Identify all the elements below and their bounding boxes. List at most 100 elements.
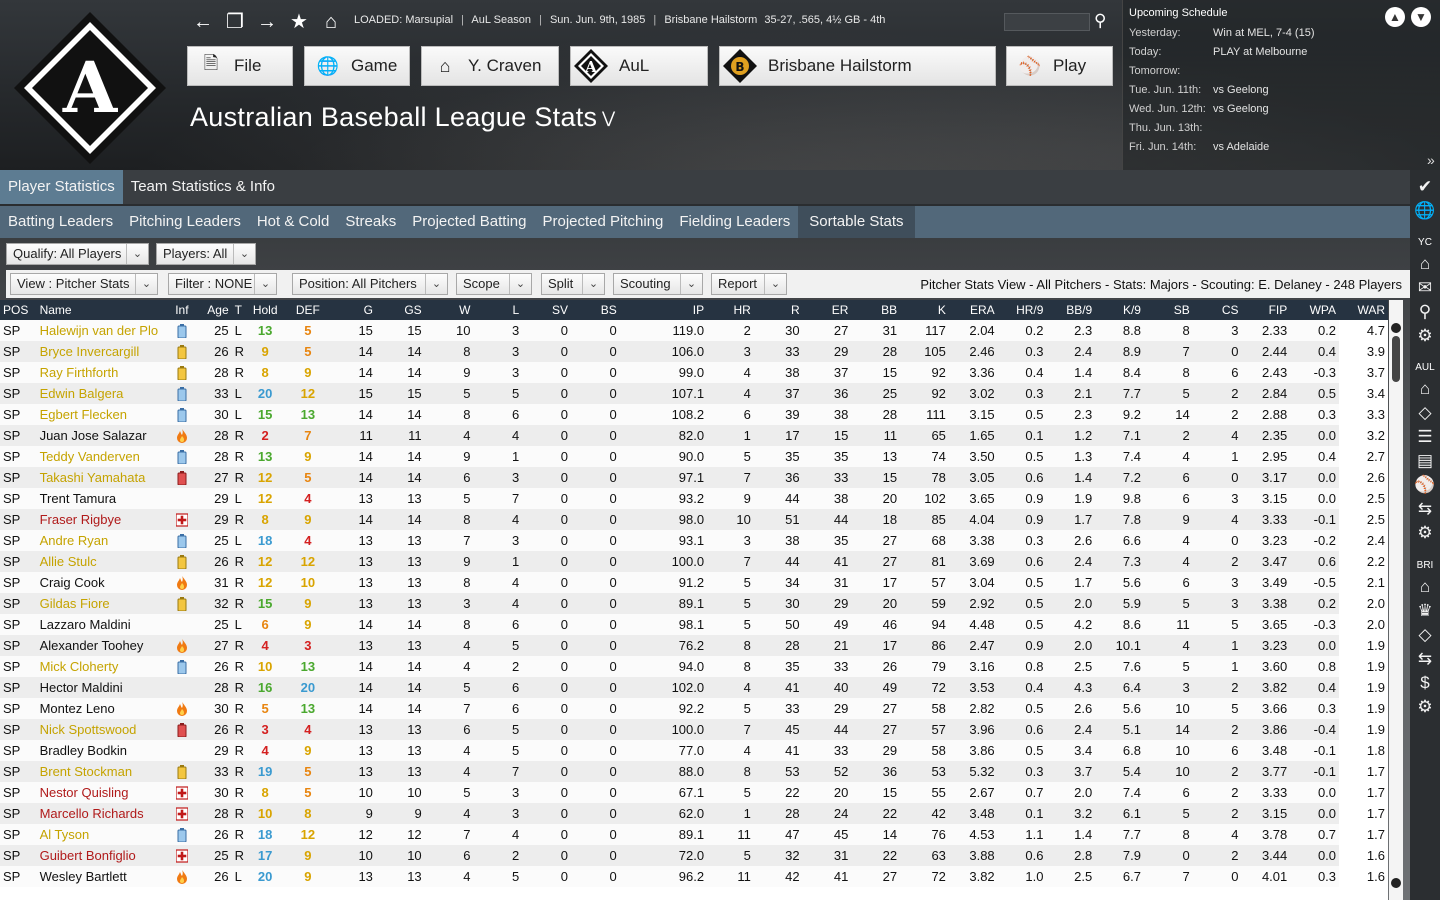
cell-name[interactable]: Wesley Bartlett xyxy=(39,869,127,884)
col-header[interactable]: G xyxy=(363,303,373,317)
cell-name[interactable]: Marcello Richards xyxy=(39,806,144,821)
home-icon[interactable]: ⌂ xyxy=(324,11,338,33)
cell-name[interactable]: Hector Maldini xyxy=(39,680,123,695)
tab-pitching-leaders[interactable]: Pitching Leaders xyxy=(129,213,241,230)
table-row[interactable]: SP Nick Spottswood 26 R 3 4 13 13 6 5 0 0 100.0 7 45 44… xyxy=(0,719,1388,740)
tab-team-statistics[interactable]: Team Statistics & Info xyxy=(130,178,275,195)
col-header[interactable]: Name xyxy=(39,303,72,317)
table-row[interactable]: SP Brent Stockman 33 R 19 5 13 13 4 7 0 0 88.0 8 53 52 3… xyxy=(0,761,1388,782)
tab-player-statistics[interactable]: Player Statistics xyxy=(0,170,123,204)
cell-name[interactable]: Alexander Toohey xyxy=(39,638,144,653)
team-button[interactable]: B Brisbane Hailstorm xyxy=(719,46,996,86)
league-button[interactable]: A AuL xyxy=(570,46,708,86)
table-row[interactable]: SP Allie Stulc 26 R 12 12 13 13 9 1 0 0 100.0 7 44 41 27… xyxy=(0,551,1388,572)
scrollbar-thumb[interactable] xyxy=(1392,336,1400,382)
cell-name[interactable]: Takashi Yamahata xyxy=(39,470,146,485)
col-header[interactable]: WAR xyxy=(1357,303,1385,317)
split-dropdown[interactable]: Split ⌄ xyxy=(541,273,605,295)
table-scrollbar[interactable] xyxy=(1389,300,1403,900)
table-row[interactable]: SP Andre Ryan 25 L 18 4 13 13 7 3 0 0 93.1 3 38 35 27 68 3… xyxy=(0,530,1388,551)
cell-name[interactable]: Brent Stockman xyxy=(39,764,133,779)
cell-name[interactable]: Fraser Rigbye xyxy=(39,512,122,527)
game-button[interactable]: 🌐 Game xyxy=(304,46,410,86)
col-header[interactable]: Inf xyxy=(175,303,189,317)
cell-name[interactable]: Ray Firthforth xyxy=(39,365,119,380)
cell-name[interactable]: Guibert Bonfiglio xyxy=(39,848,136,863)
tab-fielding-leaders[interactable]: Fielding Leaders xyxy=(679,213,791,230)
col-header[interactable]: T xyxy=(234,303,242,317)
forward-arrow-icon[interactable]: → xyxy=(257,11,277,33)
manager-button[interactable]: ⌂ Y. Craven xyxy=(421,46,559,86)
cell-name[interactable]: Teddy Vanderven xyxy=(39,449,140,464)
table-row[interactable]: SP Alexander Toohey 27 R 4 3 13 13 4 5 0 0 76.2 8 28 21… xyxy=(0,635,1388,656)
transfer-icon[interactable]: ⇆ xyxy=(1417,499,1433,518)
gear-icon[interactable]: ⚙ xyxy=(1417,326,1433,345)
file-button[interactable]: 🗎 File xyxy=(187,46,293,86)
cell-name[interactable]: Edwin Balgera xyxy=(39,386,124,401)
cell-name[interactable]: Bradley Bodkin xyxy=(39,743,128,758)
table-row[interactable]: SP Guibert Bonfiglio 25 R 17 9 10 10 6 2 0 0 72.0 5 32… xyxy=(0,845,1388,866)
search-icon[interactable]: ⚲ xyxy=(1094,11,1107,30)
table-row[interactable]: SP Wesley Bartlett 26 L 20 9 13 13 4 5 0 0 96.2 11 42 4… xyxy=(0,866,1388,887)
chevron-down-icon[interactable]: ▼ xyxy=(1411,7,1431,27)
col-header[interactable]: SB xyxy=(1173,303,1190,317)
star-icon[interactable]: ★ xyxy=(290,11,308,33)
table-row[interactable]: SP Hector Maldini 28 R 16 20 14 14 5 6 0 0 102.0 4 41 4… xyxy=(0,677,1388,698)
tab-batting-leaders[interactable]: Batting Leaders xyxy=(8,213,114,230)
table-row[interactable]: SP Marcello Richards 28 R 10 8 9 9 4 3 0 0 62.0 1 28 24… xyxy=(0,803,1388,824)
scope-dropdown[interactable]: Scope ⌄ xyxy=(456,273,532,295)
col-header[interactable]: SV xyxy=(551,303,568,317)
cell-name[interactable]: Craig Cook xyxy=(39,575,105,590)
table-row[interactable]: SP Bradley Bodkin 29 R 4 9 13 13 4 5 0 0 77.0 4 41 33 29… xyxy=(0,740,1388,761)
col-header[interactable]: CS xyxy=(1221,303,1239,317)
document-icon[interactable]: ☰ xyxy=(1417,427,1433,446)
col-header[interactable]: R xyxy=(790,303,800,317)
view-dropdown[interactable]: View : Pitcher Stats ⌄ xyxy=(10,273,158,295)
globe-icon[interactable]: 🌐 xyxy=(1414,201,1436,220)
col-header[interactable]: HR/9 xyxy=(1016,303,1044,317)
tab-sortable-stats[interactable]: Sortable Stats xyxy=(798,206,915,238)
table-row[interactable]: SP Bryce Invercargill 26 R 9 5 14 14 8 3 0 0 106.0 3 3… xyxy=(0,341,1388,362)
table-row[interactable]: SP Craig Cook 31 R 12 10 13 13 8 4 0 0 91.2 5 34 31 17 57… xyxy=(0,572,1388,593)
col-header[interactable]: K xyxy=(937,303,946,317)
col-header[interactable]: BS xyxy=(600,303,617,317)
tab-hot-cold[interactable]: Hot & Cold xyxy=(256,213,330,230)
table-row[interactable]: SP Lazzaro Maldini 25 L 6 9 14 14 8 6 0 0 98.1 5 50 49 4… xyxy=(0,614,1388,635)
cell-name[interactable]: Nestor Quisling xyxy=(39,785,129,800)
diamond-icon[interactable]: ◇ xyxy=(1418,403,1432,422)
cell-name[interactable]: Montez Leno xyxy=(39,701,115,716)
col-header[interactable]: WPA xyxy=(1309,303,1337,317)
cell-name[interactable]: Egbert Flecken xyxy=(39,407,128,422)
cell-name[interactable]: Andre Ryan xyxy=(39,533,109,548)
cell-name[interactable]: Juan Jose Salazar xyxy=(39,428,147,443)
col-header[interactable]: Hold xyxy=(252,303,278,317)
table-row[interactable]: SP Nestor Quisling 30 R 8 5 10 10 5 3 0 0 67.1 5 22 20 1… xyxy=(0,782,1388,803)
cell-name[interactable]: Mick Cloherty xyxy=(39,659,119,674)
cell-name[interactable]: Allie Stulc xyxy=(39,554,97,569)
col-header[interactable]: Age xyxy=(207,303,229,317)
gear-icon[interactable]: ⚙ xyxy=(1417,697,1433,716)
chevron-down-icon[interactable]: ⋁ xyxy=(602,110,616,127)
col-header[interactable]: IP xyxy=(692,303,705,317)
cell-name[interactable]: Trent Tamura xyxy=(39,491,117,506)
report-dropdown[interactable]: Report ⌄ xyxy=(711,273,787,295)
col-header[interactable]: K/9 xyxy=(1122,303,1141,317)
qualify-dropdown[interactable]: Qualify: All Players ⌄ xyxy=(6,243,149,265)
table-row[interactable]: SP Juan Jose Salazar 28 R 2 7 11 11 4 4 0 0 82.0 1 17 1… xyxy=(0,425,1388,446)
position-dropdown[interactable]: Position: All Pitchers ⌄ xyxy=(292,273,448,295)
mail-icon[interactable]: ✉ xyxy=(1417,278,1433,297)
col-header[interactable]: POS xyxy=(3,303,29,317)
table-row[interactable]: SP Gildas Fiore 32 R 15 9 13 13 3 4 0 0 89.1 5 30 29 20 5… xyxy=(0,593,1388,614)
diamond-icon[interactable]: ◇ xyxy=(1418,625,1432,644)
scouting-dropdown[interactable]: Scouting ⌄ xyxy=(613,273,703,295)
table-row[interactable]: SP Fraser Rigbye 29 R 8 9 14 14 8 4 0 0 98.0 10 51 44 18… xyxy=(0,509,1388,530)
table-row[interactable]: SP Halewijn van der Plo 25 L 13 5 15 15 10 3 0 0 119… xyxy=(0,320,1388,341)
cell-name[interactable]: Nick Spottswood xyxy=(39,722,137,737)
copy-icon[interactable]: ❐ xyxy=(226,11,244,33)
tab-projected-batting[interactable]: Projected Batting xyxy=(412,213,527,230)
table-row[interactable]: SP Montez Leno 30 R 5 13 14 14 7 6 0 0 92.2 5 33 29 27 58… xyxy=(0,698,1388,719)
cell-name[interactable]: Bryce Invercargill xyxy=(39,344,140,359)
col-header[interactable]: HR xyxy=(733,303,751,317)
gear-icon[interactable]: ⚙ xyxy=(1417,523,1433,542)
bar-chart-icon[interactable]: ▤ xyxy=(1416,451,1434,470)
